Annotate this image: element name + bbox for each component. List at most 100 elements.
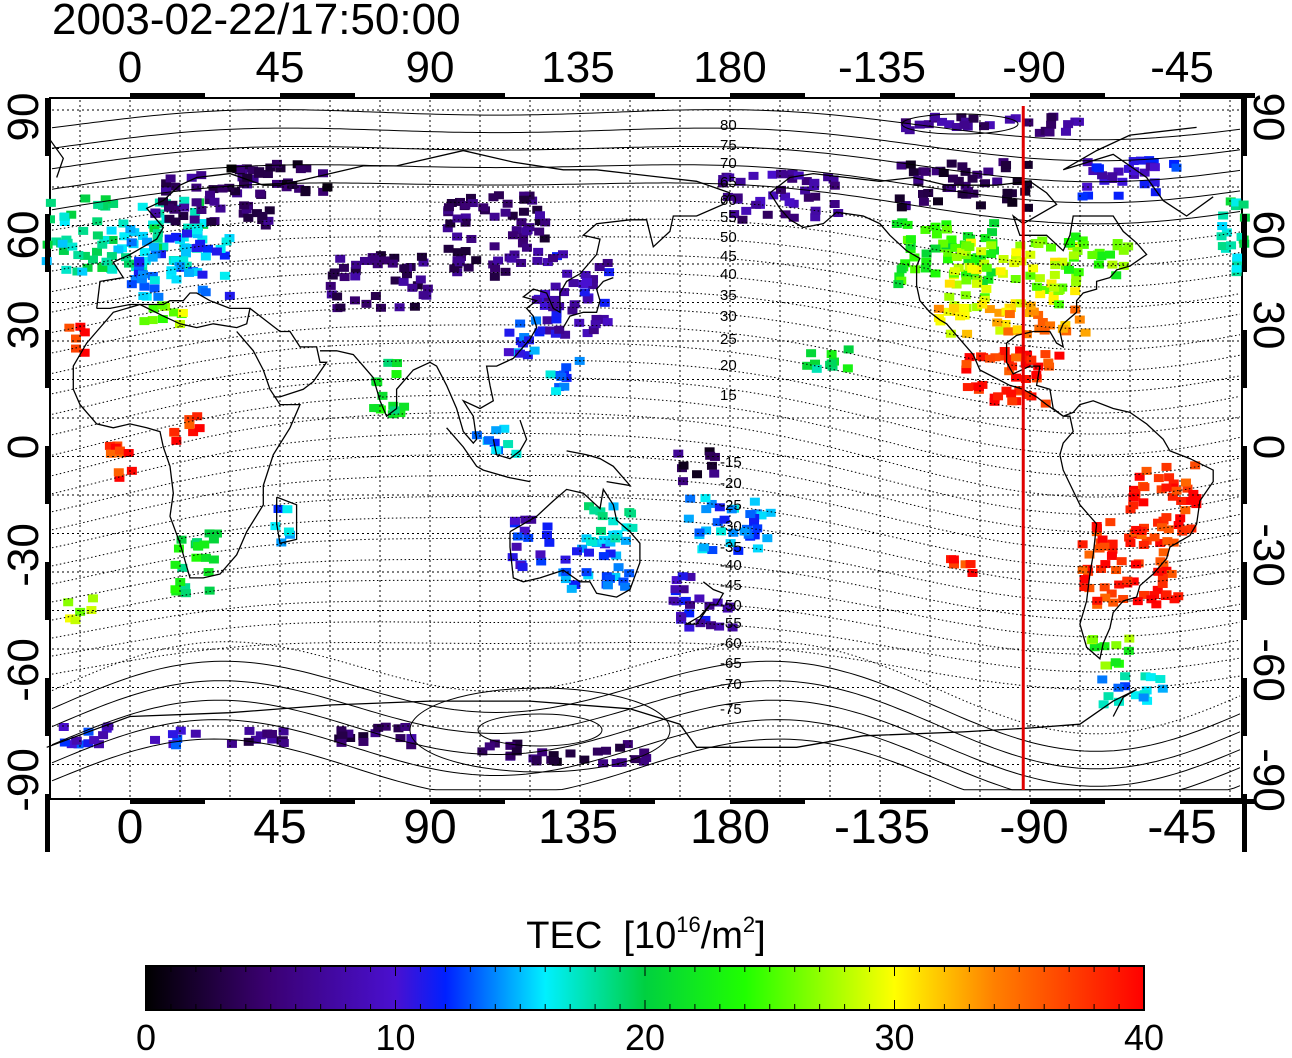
contour-label: -50 bbox=[720, 597, 742, 614]
tec-cell bbox=[443, 244, 454, 253]
tec-cell bbox=[920, 264, 931, 273]
tec-cell bbox=[539, 301, 550, 310]
tec-cell bbox=[179, 196, 190, 205]
lat-tick-left: -60 bbox=[0, 638, 48, 702]
tec-cell bbox=[395, 409, 406, 418]
tec-cell bbox=[561, 363, 572, 372]
tec-cell bbox=[489, 212, 500, 221]
tec-cell bbox=[70, 616, 81, 625]
tec-cell bbox=[123, 448, 134, 457]
tec-cell bbox=[380, 722, 391, 731]
tec-cell bbox=[170, 217, 181, 226]
contour-label: 30 bbox=[720, 308, 737, 325]
tec-cell bbox=[511, 747, 522, 756]
tec-cell bbox=[391, 359, 402, 368]
tec-cell bbox=[271, 159, 282, 168]
tec-cell bbox=[1217, 222, 1228, 231]
tec-cell bbox=[394, 303, 405, 312]
tec-cell bbox=[149, 276, 160, 285]
tec-cell bbox=[1167, 492, 1178, 501]
tec-cell bbox=[692, 470, 703, 479]
frame-tick-top bbox=[730, 93, 805, 98]
tec-cell bbox=[768, 191, 779, 200]
tec-region bbox=[58, 722, 201, 750]
tec-cell bbox=[393, 724, 404, 733]
tec-cell bbox=[522, 351, 533, 360]
tec-cell bbox=[548, 751, 559, 760]
tec-cell bbox=[1216, 232, 1227, 241]
tec-cell bbox=[685, 600, 696, 609]
tec-cell bbox=[920, 225, 931, 234]
tec-cell bbox=[1231, 264, 1242, 273]
tec-cell bbox=[406, 734, 417, 743]
tec-cell bbox=[278, 727, 289, 736]
lon-tick-bottom: -90 bbox=[999, 801, 1069, 854]
lat-tick-left: 0 bbox=[0, 434, 48, 460]
tec-cell bbox=[704, 447, 715, 456]
tec-cell bbox=[532, 256, 543, 265]
tec-cell bbox=[595, 526, 606, 535]
tec-cell bbox=[418, 258, 429, 267]
tec-cell bbox=[389, 253, 400, 262]
tec-cell bbox=[826, 359, 837, 368]
tec-cell bbox=[1149, 533, 1160, 542]
tec-cell bbox=[727, 623, 738, 632]
tec-cell bbox=[529, 346, 540, 355]
tec-cell bbox=[726, 505, 737, 514]
tec-region bbox=[477, 739, 652, 768]
tec-cell bbox=[171, 232, 182, 241]
contour-line bbox=[51, 146, 1241, 183]
tec-cell bbox=[401, 270, 412, 279]
tec-cell bbox=[1035, 290, 1046, 299]
contour-label: -55 bbox=[720, 615, 742, 632]
tec-cell bbox=[969, 271, 980, 280]
tec-cell bbox=[273, 505, 284, 514]
tec-cell bbox=[537, 326, 548, 335]
tec-cell bbox=[343, 729, 354, 738]
tec-cell bbox=[684, 609, 695, 618]
tec-cell bbox=[1163, 525, 1174, 534]
tec-cell bbox=[359, 256, 370, 265]
tec-cell bbox=[1010, 275, 1021, 284]
tec-cell bbox=[1034, 274, 1045, 283]
tec-cell bbox=[155, 250, 166, 259]
tec-cell bbox=[956, 113, 967, 122]
tec-cell bbox=[182, 229, 193, 238]
tec-cell bbox=[1016, 257, 1027, 266]
tec-cell bbox=[114, 446, 125, 455]
tec-cell bbox=[1107, 539, 1118, 548]
tec-cell bbox=[1009, 259, 1020, 268]
tec-cell bbox=[130, 275, 141, 284]
tec-cell bbox=[1141, 536, 1152, 545]
tec-cell bbox=[967, 174, 978, 183]
contour-line bbox=[51, 306, 1241, 372]
tec-cell bbox=[1020, 359, 1031, 368]
tec-cell bbox=[1007, 362, 1018, 371]
tec-cell bbox=[678, 461, 689, 470]
tec-cell bbox=[994, 308, 1005, 317]
tec-data-layer bbox=[41, 112, 1250, 768]
tec-cell bbox=[219, 271, 230, 280]
tec-cell bbox=[1003, 354, 1014, 363]
tec-cell bbox=[981, 263, 992, 272]
tec-cell bbox=[270, 522, 281, 531]
tec-cell bbox=[407, 283, 418, 292]
contour-line bbox=[51, 236, 1241, 288]
tec-cell bbox=[241, 164, 252, 173]
tec-cell bbox=[139, 282, 150, 291]
tec-cell bbox=[463, 263, 474, 272]
tec-cell bbox=[1150, 188, 1161, 197]
tec-cell bbox=[1083, 191, 1094, 200]
tec-cell bbox=[300, 185, 311, 194]
tec-cell bbox=[176, 535, 187, 544]
tec-cell bbox=[1120, 682, 1131, 691]
tec-cell bbox=[1011, 254, 1022, 263]
tec-cell bbox=[1092, 596, 1103, 605]
tec-cell bbox=[621, 523, 632, 532]
tec-cell bbox=[931, 167, 942, 176]
tec-cell bbox=[1108, 598, 1119, 607]
tec-cell bbox=[369, 404, 380, 413]
tec-cell bbox=[57, 239, 68, 248]
tec-region bbox=[226, 722, 417, 750]
tec-cell bbox=[335, 303, 346, 312]
